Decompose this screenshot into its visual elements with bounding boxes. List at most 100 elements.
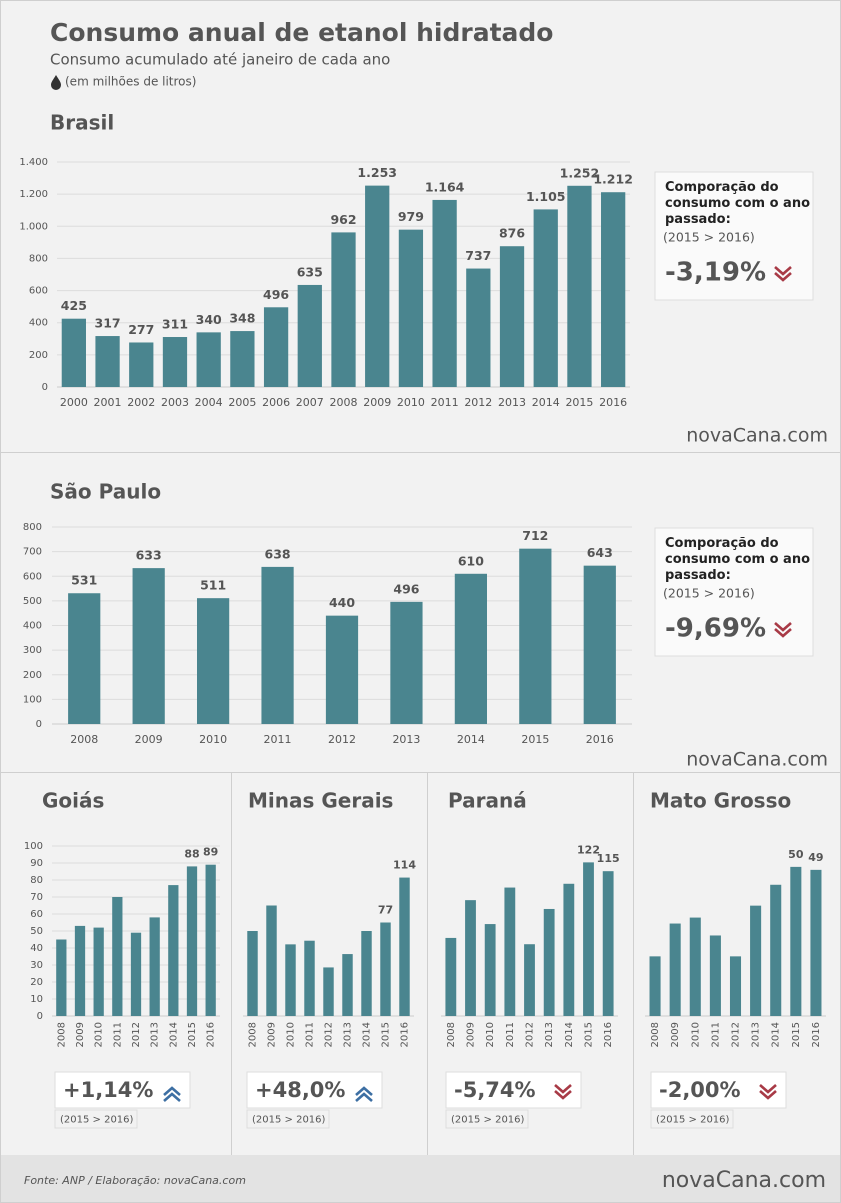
bar <box>186 866 198 1016</box>
data-label: 610 <box>458 553 484 568</box>
bar <box>454 573 487 724</box>
bar <box>445 937 457 1016</box>
trend-arrow <box>774 266 792 282</box>
drop-icon <box>51 75 61 90</box>
bar <box>112 897 123 1016</box>
comparison-period: (2015 > 2016) <box>451 1115 525 1126</box>
x-tick-label: 2014 <box>532 396 560 409</box>
x-tick-label: 2010 <box>397 396 425 409</box>
x-tick-label: 2009 <box>363 396 391 409</box>
comparison-period: (2015 > 2016) <box>60 1115 134 1126</box>
bar <box>649 956 661 1016</box>
bar <box>149 917 160 1016</box>
x-tick-label: 2009 <box>75 1022 86 1047</box>
comparison-period: (2015 > 2016) <box>663 586 755 601</box>
y-tick-label: 30 <box>30 960 43 971</box>
y-tick-label: 60 <box>30 909 43 920</box>
y-tick-label: 0 <box>37 1011 43 1022</box>
comparison-label-box: Comporação do consumo com o ano passado: <box>665 536 810 583</box>
x-tick-label: 2010 <box>199 733 227 746</box>
data-label: 425 <box>61 298 87 313</box>
watermark: novaCana.com <box>686 425 828 447</box>
bar <box>689 917 701 1016</box>
x-tick-label: 2015 <box>565 396 593 409</box>
comparison-value: -9,69% <box>665 614 766 644</box>
bar <box>499 246 525 387</box>
data-label: 511 <box>200 578 226 593</box>
data-label: 122 <box>577 843 600 856</box>
comparison-period-box <box>246 1109 330 1129</box>
y-tick-label: 0 <box>36 719 42 730</box>
x-tick-label: 2015 <box>381 1022 392 1047</box>
y-tick-label: 100 <box>23 694 42 705</box>
x-tick-label: 2010 <box>94 1022 105 1047</box>
data-label: 340 <box>196 312 222 327</box>
data-label: 317 <box>95 316 121 331</box>
y-tick-label: 700 <box>23 547 42 558</box>
comparison-box <box>650 1071 787 1109</box>
bar <box>162 337 188 387</box>
x-tick-label: 2015 <box>187 1022 198 1047</box>
comparison-label: Comporação do consumo com o ano passado: <box>665 536 810 583</box>
x-tick-label: 2011 <box>431 396 459 409</box>
comparison-period: (2015 > 2016) <box>656 1115 730 1126</box>
x-tick-label: 2012 <box>328 733 356 746</box>
bar <box>205 864 216 1016</box>
data-label: 979 <box>398 209 424 224</box>
x-tick-label: 2012 <box>324 1022 335 1047</box>
bar <box>361 931 372 1016</box>
x-tick-label: 2004 <box>195 396 223 409</box>
bar <box>432 199 457 387</box>
bar <box>602 871 614 1016</box>
comparison-period-box <box>445 1109 529 1129</box>
x-tick-label: 2008 <box>650 1022 661 1047</box>
data-label: 440 <box>329 595 355 610</box>
bar <box>129 342 154 387</box>
trend-arrow <box>163 1086 181 1102</box>
bar <box>583 862 594 1016</box>
data-label: 962 <box>330 212 356 227</box>
x-tick-label: 2011 <box>305 1022 316 1047</box>
panel-title: Brasil <box>50 111 114 135</box>
x-tick-label: 2015 <box>521 733 549 746</box>
bar <box>398 229 424 387</box>
x-tick-label: 2016 <box>400 1022 411 1047</box>
x-tick-label: 2012 <box>731 1022 742 1047</box>
y-tick-label: 0 <box>42 382 48 393</box>
x-tick-label: 2008 <box>70 733 98 746</box>
y-tick-label: 1.000 <box>19 221 48 232</box>
comparison-box <box>654 171 814 301</box>
y-tick-label: 20 <box>30 977 43 988</box>
y-tick-label: 400 <box>23 621 42 632</box>
bar <box>365 185 390 387</box>
x-tick-label: 2011 <box>264 733 292 746</box>
panel-title: Mato Grosso <box>650 789 791 813</box>
panel-title: Paraná <box>448 789 527 813</box>
data-label: 1.164 <box>425 179 465 194</box>
bar <box>323 967 334 1016</box>
subtitle: Consumo acumulado até janeiro de cada an… <box>50 51 390 69</box>
x-tick-label: 2008 <box>330 396 358 409</box>
footer-band <box>1 1155 840 1202</box>
bar <box>380 922 391 1016</box>
bar <box>342 954 353 1016</box>
data-label: 633 <box>136 548 162 563</box>
y-tick-label: 800 <box>23 522 42 533</box>
y-tick-label: 200 <box>29 350 48 361</box>
x-tick-label: 2016 <box>603 1022 614 1047</box>
x-tick-label: 2008 <box>446 1022 457 1047</box>
comparison-period: (2015 > 2016) <box>252 1115 326 1126</box>
comparison-value: -3,19% <box>665 258 766 288</box>
comparison-period-box <box>54 1109 138 1129</box>
data-label: 88 <box>184 847 199 860</box>
comparison-period-box <box>650 1109 734 1129</box>
bar <box>709 935 721 1016</box>
x-tick-label: 2011 <box>112 1022 123 1047</box>
bar <box>601 192 626 387</box>
bar <box>669 923 681 1016</box>
y-tick-label: 10 <box>30 994 43 1005</box>
x-tick-label: 2010 <box>286 1022 297 1047</box>
x-tick-label: 2015 <box>584 1022 595 1047</box>
bar <box>285 944 296 1016</box>
x-tick-label: 2005 <box>228 396 256 409</box>
